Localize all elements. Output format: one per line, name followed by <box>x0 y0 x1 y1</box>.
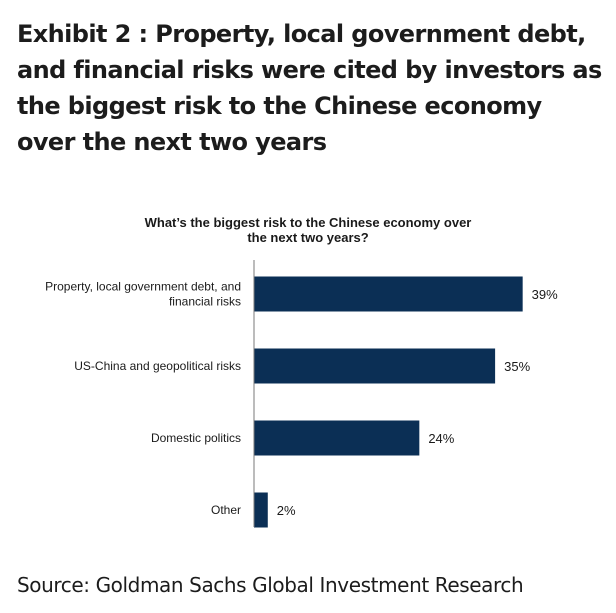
chart-title-line: What’s the biggest risk to the Chinese e… <box>145 215 472 230</box>
bars <box>254 276 523 528</box>
category-label: Domestic politics <box>151 431 241 445</box>
category-label: US-China and geopolitical risks <box>74 359 241 373</box>
chart-title: What’s the biggest risk to the Chinese e… <box>145 215 472 245</box>
exhibit-title: Exhibit 2 : Property, local government d… <box>17 20 602 156</box>
value-label: 35% <box>504 359 530 374</box>
category-labels: Property, local government debt, andfina… <box>45 280 241 518</box>
bar-chart: What’s the biggest risk to the Chinese e… <box>45 215 558 528</box>
value-label: 2% <box>277 503 296 518</box>
value-labels: 39% 35% 24% 2% <box>277 287 558 518</box>
value-label: 39% <box>532 287 558 302</box>
chart-title-line: the next two years? <box>247 230 368 245</box>
category-label: Other <box>211 503 241 517</box>
bar-0 <box>254 276 523 312</box>
bar-3 <box>254 492 268 528</box>
category-label: financial risks <box>169 295 241 309</box>
value-label: 24% <box>428 431 454 446</box>
category-label: Property, local government debt, and <box>45 280 241 294</box>
bar-1 <box>254 348 496 384</box>
source-note: Source: Goldman Sachs Global Investment … <box>17 573 524 597</box>
bar-2 <box>254 420 420 456</box>
